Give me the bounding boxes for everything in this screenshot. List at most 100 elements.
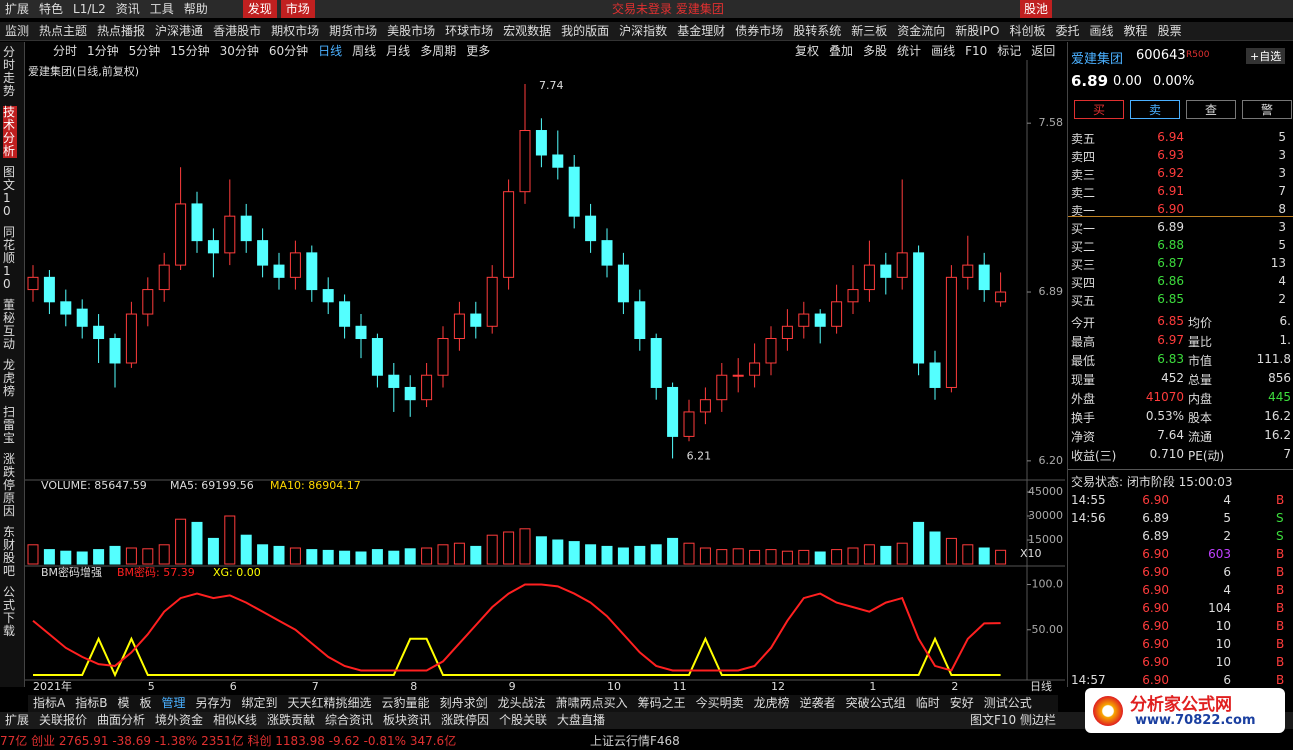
nav-item[interactable]: 委托 — [1055, 24, 1080, 38]
nav-item[interactable]: 教程 — [1123, 24, 1148, 38]
menu-item[interactable]: 资讯 — [115, 2, 140, 16]
bottom-tab[interactable]: 刻舟求剑 — [439, 696, 488, 710]
bottom-link[interactable]: 个股关联 — [499, 713, 548, 727]
bottom-tab[interactable]: 萧啸两点买入 — [555, 696, 628, 710]
nav-item[interactable]: 股转系统 — [793, 24, 842, 38]
bottom-tab[interactable]: 另存为 — [195, 696, 232, 710]
bottom-tab[interactable]: 管理 — [161, 696, 186, 710]
left-tab[interactable]: 董秘互动 — [3, 298, 16, 351]
bottom-link[interactable]: 涨跌停因 — [440, 713, 489, 727]
nav-item[interactable]: 科创板 — [1009, 24, 1046, 38]
tool[interactable]: 多股 — [863, 44, 888, 58]
left-tab[interactable]: 东财股吧 — [3, 525, 16, 578]
period[interactable]: 1分钟 — [87, 44, 119, 58]
nav-item[interactable]: 热点播报 — [97, 24, 146, 38]
bottom-links: 扩展 关联报价 曲面分析 境外资金 相似K线 涨跌贡献 综合资讯 板块资讯 涨跌停因 个股关联 大盘… — [0, 712, 1293, 729]
bottom-tab[interactable]: 突破公式组 — [845, 696, 906, 710]
period[interactable]: 5分钟 — [128, 44, 161, 58]
left-tab[interactable]: 龙虎榜 — [3, 358, 16, 398]
volume-bar — [667, 537, 679, 565]
period[interactable]: 月线 — [386, 44, 411, 58]
bottom-tab[interactable]: 逆袭者 — [799, 696, 836, 710]
bottom-tab[interactable]: 安好 — [949, 696, 974, 710]
bottom-link[interactable]: 大盘直播 — [557, 713, 606, 727]
bottom-tab[interactable]: 测试公式 — [983, 696, 1032, 710]
menu-item[interactable]: 工具 — [149, 2, 174, 16]
nav-item[interactable]: 资金流向 — [897, 24, 946, 38]
tick-volume: 10 — [1215, 637, 1231, 651]
period[interactable]: 15分钟 — [170, 44, 210, 58]
nav-item[interactable]: 股票 — [1157, 24, 1182, 38]
nav-item[interactable]: 美股市场 — [387, 24, 436, 38]
nav-item[interactable]: 热点主题 — [39, 24, 88, 38]
nav-item[interactable]: 画线 — [1089, 24, 1114, 38]
bottom-tab[interactable]: 今买明卖 — [695, 696, 744, 710]
bottom-tab[interactable]: 指标B — [75, 696, 108, 710]
nav-item[interactable]: 沪深港通 — [155, 24, 204, 38]
nav-item[interactable]: 新股IPO — [955, 24, 1000, 38]
tool[interactable]: F10 — [965, 44, 988, 58]
bottom-link[interactable]: 板块资讯 — [382, 713, 431, 727]
nav-item[interactable]: 新三板 — [851, 24, 888, 38]
bottom-tab[interactable]: 天天红精挑细选 — [287, 696, 372, 710]
bottom-link[interactable]: 关联报价 — [39, 713, 88, 727]
menu-item[interactable]: 发现 — [242, 0, 277, 18]
period[interactable]: 多周期 — [420, 44, 457, 58]
bottom-link[interactable]: 相似K线 — [213, 713, 257, 727]
menu-item[interactable]: L1/L2 — [73, 2, 106, 16]
bottom-link[interactable]: 扩展 — [5, 713, 30, 727]
period[interactable]: 60分钟 — [268, 44, 309, 58]
tool[interactable]: 标记 — [997, 44, 1022, 58]
nav-item[interactable]: 期权市场 — [271, 24, 320, 38]
trade-button[interactable]: 买 — [1074, 100, 1124, 119]
period[interactable]: 分时 — [53, 44, 78, 58]
menu-item[interactable]: 扩展 — [5, 2, 30, 16]
tool[interactable]: 画线 — [931, 44, 956, 58]
bottom-link[interactable]: 曲面分析 — [97, 713, 146, 727]
bottom-link[interactable]: 综合资讯 — [324, 713, 373, 727]
bottom-tab[interactable]: 绑定到 — [241, 696, 278, 710]
bottom-tab[interactable]: 龙虎榜 — [753, 696, 790, 710]
bottom-tab[interactable]: 模 — [117, 696, 130, 710]
left-tab[interactable]: 涨跌停原因 — [3, 452, 16, 518]
period[interactable]: 30分钟 — [219, 44, 259, 58]
left-tab[interactable]: 图文10 — [3, 165, 16, 218]
period[interactable]: 更多 — [466, 44, 491, 58]
nav-item[interactable]: 香港股市 — [213, 24, 262, 38]
bottom-tab[interactable]: 龙头战法 — [497, 696, 546, 710]
nav-item[interactable]: 环球市场 — [445, 24, 494, 38]
left-tab[interactable]: 公式下载 — [3, 585, 16, 638]
left-tab[interactable]: 技术分析 — [3, 105, 17, 158]
trade-button[interactable]: 查 — [1186, 100, 1236, 119]
menu-item[interactable]: 市场 — [280, 0, 315, 18]
trade-button[interactable]: 警 — [1242, 100, 1292, 119]
xg-line — [33, 636, 1001, 678]
trade-button[interactable]: 卖 — [1130, 100, 1180, 119]
bottom-tab[interactable]: 临时 — [915, 696, 940, 710]
nav-item[interactable]: 沪深指数 — [619, 24, 668, 38]
nav-item[interactable]: 监测 — [5, 24, 30, 38]
bottom-link[interactable]: 涨跌贡献 — [266, 713, 315, 727]
tool[interactable]: 复权 — [795, 44, 820, 58]
stock-pool[interactable]: 股池 — [1020, 0, 1053, 18]
left-tab[interactable]: 扫雷宝 — [3, 405, 16, 445]
bottom-link[interactable]: 境外资金 — [155, 713, 204, 727]
period[interactable]: 日线 — [318, 44, 343, 58]
bottom-tab[interactable]: 云豹量能 — [381, 696, 430, 710]
tool[interactable]: 统计 — [897, 44, 922, 58]
tool[interactable]: 叠加 — [829, 44, 854, 58]
bottom-tab[interactable]: 指标A — [33, 696, 66, 710]
left-tab[interactable]: 分时走势 — [3, 45, 16, 98]
period[interactable]: 周线 — [352, 44, 377, 58]
bottom-tab[interactable]: 板 — [139, 696, 152, 710]
nav-item[interactable]: 宏观数据 — [503, 24, 552, 38]
nav-item[interactable]: 期货市场 — [329, 24, 378, 38]
menu-item[interactable]: 帮助 — [183, 2, 208, 16]
left-tab[interactable]: 同花顺10 — [3, 225, 16, 291]
nav-item[interactable]: 债券市场 — [735, 24, 784, 38]
nav-item[interactable]: 基金理财 — [677, 24, 726, 38]
bottom-tab[interactable]: 筹码之王 — [637, 696, 686, 710]
tool[interactable]: 返回 — [1031, 44, 1056, 58]
menu-item[interactable]: 特色 — [39, 2, 64, 16]
nav-item[interactable]: 我的版面 — [561, 24, 610, 38]
